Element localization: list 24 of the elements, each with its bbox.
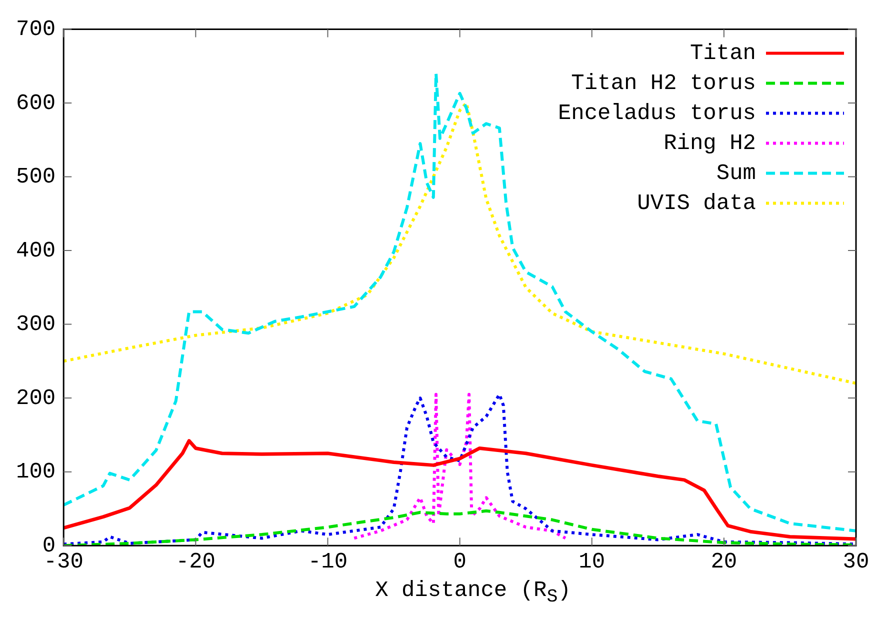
y-tick-label: 200 bbox=[16, 386, 56, 411]
y-tick-label: 100 bbox=[16, 460, 56, 485]
y-tick-label: 0 bbox=[42, 533, 56, 558]
x-tick-label: 20 bbox=[710, 550, 738, 575]
legend-label: Ring H2 bbox=[664, 131, 756, 156]
x-tick-label: 0 bbox=[453, 550, 466, 575]
legend-label: Sum bbox=[716, 161, 756, 186]
legend-label: UVIS data bbox=[637, 191, 756, 216]
y-tick-label: 500 bbox=[16, 164, 56, 190]
line-series bbox=[64, 101, 856, 385]
line-series bbox=[64, 72, 856, 532]
y-tick-label: 700 bbox=[16, 17, 56, 42]
x-axis-title: X distance (R$_{S}$) bbox=[374, 578, 572, 608]
x-tick-label: 30 bbox=[842, 550, 870, 575]
legend-label: Titan bbox=[690, 41, 756, 66]
legend-label: Enceladus torus bbox=[558, 101, 756, 126]
line-series bbox=[352, 392, 567, 540]
y-tick-label: 400 bbox=[16, 238, 56, 264]
x-tick-label: -20 bbox=[176, 550, 216, 575]
legend-label: Titan H2 torus bbox=[571, 71, 756, 96]
x-tick-label: 10 bbox=[578, 550, 606, 575]
y-tick-label: 300 bbox=[16, 312, 56, 338]
y-tick-label: 600 bbox=[16, 90, 56, 116]
x-tick-label: -10 bbox=[308, 550, 348, 575]
